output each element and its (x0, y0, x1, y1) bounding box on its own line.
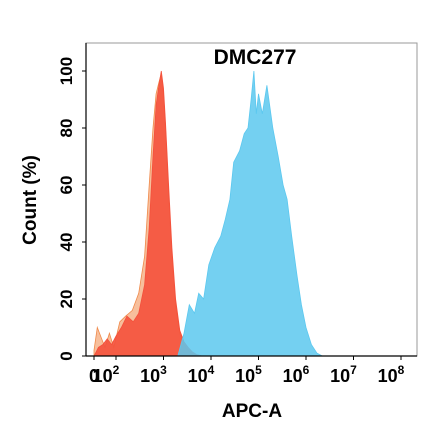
y-tick-label: 40 (57, 233, 76, 252)
y-axis-ticks: 0 20 40 60 80 100 (57, 57, 86, 361)
x-axis-title: APC-A (222, 401, 282, 422)
x-tick-label: 105 (235, 363, 262, 386)
histogram-series-3 (177, 70, 323, 357)
x-tick-label: 103 (140, 363, 167, 386)
x-tick-label: 0 (89, 366, 99, 386)
y-tick-label: 100 (57, 57, 76, 85)
y-tick-label: 80 (57, 119, 76, 138)
x-tick-label: 106 (283, 363, 310, 386)
chart-title: DMC277 (214, 46, 297, 69)
x-tick-label: 102 (93, 363, 120, 386)
y-axis-title: Count (%) (20, 155, 41, 245)
x-tick-label: 107 (330, 363, 357, 386)
x-tick-label: 104 (188, 363, 215, 386)
y-tick-label: 0 (57, 351, 76, 360)
plot-series-group (93, 70, 323, 357)
x-tick-label: 108 (378, 363, 405, 386)
y-tick-label: 20 (57, 290, 76, 309)
y-tick-label: 60 (57, 176, 76, 195)
